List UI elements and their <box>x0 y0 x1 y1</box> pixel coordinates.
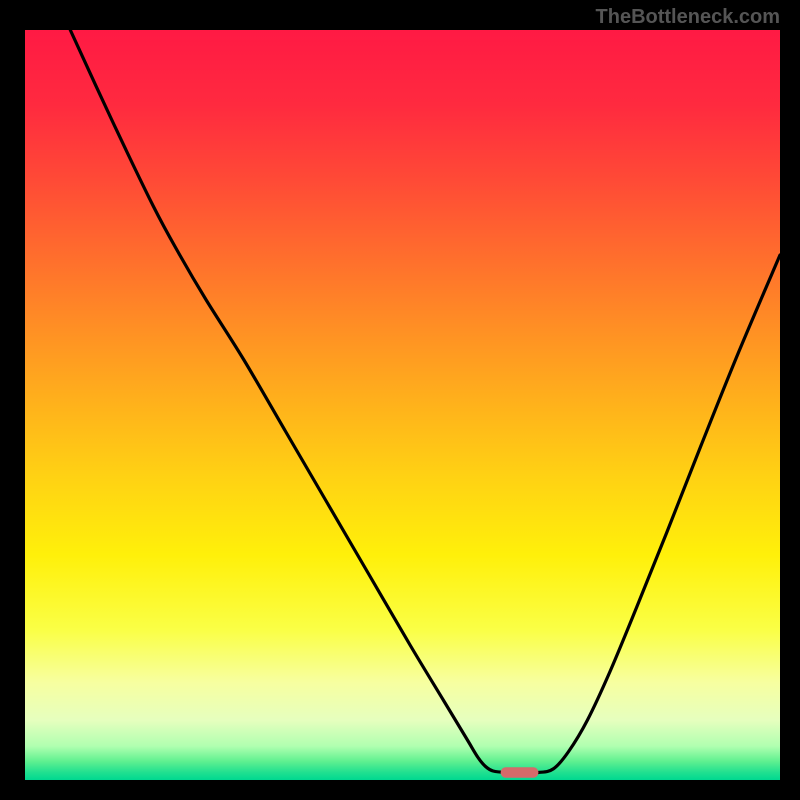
optimal-marker <box>501 767 539 778</box>
watermark-text: TheBottleneck.com <box>596 6 780 29</box>
chart-svg <box>0 0 800 800</box>
chart-frame: TheBottleneck.com <box>0 0 800 800</box>
bottleneck-curve <box>70 30 780 773</box>
